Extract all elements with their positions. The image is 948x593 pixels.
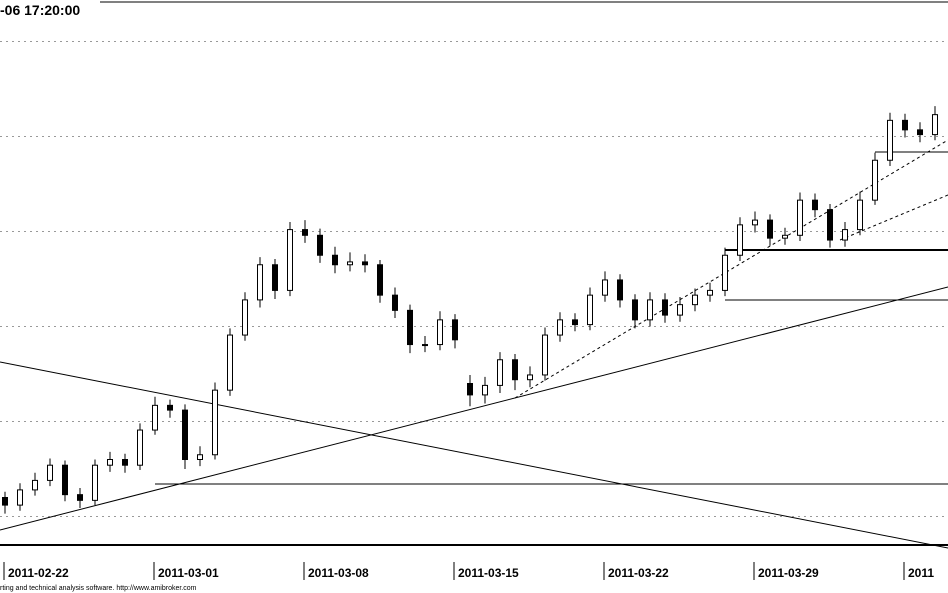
candle-body (152, 404, 158, 431)
candle-body (917, 129, 923, 136)
footer: rting and technical analysis software. h… (0, 585, 197, 592)
candle-body (512, 359, 518, 381)
candle-body (872, 159, 878, 201)
x-tick-label: 2011-03-29 (758, 566, 819, 580)
candle-body (362, 261, 368, 266)
candle-body (122, 459, 128, 466)
x-tick-label: 2011-03-01 (158, 566, 219, 580)
candle-body (482, 384, 488, 396)
x-axis: 2011-02-22 2011-03-01 2011-03-08 2011-03-15… (3, 562, 934, 580)
candle-body (827, 209, 833, 241)
candle-body (602, 279, 608, 296)
candle-body (902, 119, 908, 131)
candle-body (842, 229, 848, 241)
candle-body (587, 294, 593, 326)
candle-body (647, 299, 653, 321)
candle-body (62, 464, 68, 496)
candle-body (857, 199, 863, 231)
candle-body (257, 264, 263, 301)
candle-body (467, 383, 473, 396)
candle-body (197, 454, 203, 460)
candle-body (407, 309, 413, 346)
trendline (0, 286, 948, 531)
header: -06 17:20:00 (0, 2, 80, 18)
candle-body (527, 374, 533, 381)
candle-body (437, 319, 443, 346)
trendline (0, 361, 948, 549)
candle-body (302, 229, 308, 236)
candle-body (752, 219, 758, 226)
candle-body (317, 234, 323, 256)
candle-body (287, 229, 293, 291)
candle-body (542, 334, 548, 376)
candle-body (167, 404, 173, 411)
candle-body (2, 497, 8, 506)
candle-body (392, 294, 398, 311)
x-tick-label: 2011 (908, 566, 934, 580)
candle-body (77, 494, 83, 501)
candle-body (347, 261, 353, 266)
candle-body (107, 459, 113, 466)
candle-body (212, 389, 218, 456)
candle-body (227, 334, 233, 391)
candle-body (332, 254, 338, 266)
candle-body (737, 224, 743, 256)
candle-body (632, 299, 638, 321)
candle-body (182, 409, 188, 461)
x-tick-label: 2011-03-08 (308, 566, 369, 580)
x-tick-label: 2011-03-15 (458, 566, 519, 580)
candle-body (17, 489, 23, 506)
candle-body (677, 304, 683, 316)
candle-body (887, 119, 893, 161)
candle-body (242, 299, 248, 336)
x-tick-label: 2011-03-22 (608, 566, 669, 580)
candle-body (932, 114, 938, 136)
trendline (839, 194, 948, 241)
candle-body (47, 464, 53, 481)
candle-body (662, 299, 668, 316)
candle-body (722, 254, 728, 291)
candle-body (137, 429, 143, 466)
candle-body (812, 199, 818, 211)
candle-body (767, 219, 773, 239)
candle-body (32, 479, 38, 491)
candle-body (617, 279, 623, 301)
candle-body (782, 234, 788, 239)
trendline (514, 139, 948, 399)
x-tick-label: 2011-02-22 (8, 566, 69, 580)
candle-body (692, 294, 698, 306)
header-bg (0, 0, 100, 20)
grid (0, 41, 948, 517)
candle-body (377, 264, 383, 296)
candles (2, 106, 938, 514)
candle-body (707, 289, 713, 296)
candle-body (572, 319, 578, 326)
candle-body (92, 464, 98, 501)
candle-body (422, 344, 428, 347)
candle-body (797, 199, 803, 236)
candle-body (497, 359, 503, 386)
candle-body (272, 264, 278, 291)
candle-body (452, 319, 458, 341)
trendlines (0, 139, 948, 549)
candle-body (557, 319, 563, 336)
